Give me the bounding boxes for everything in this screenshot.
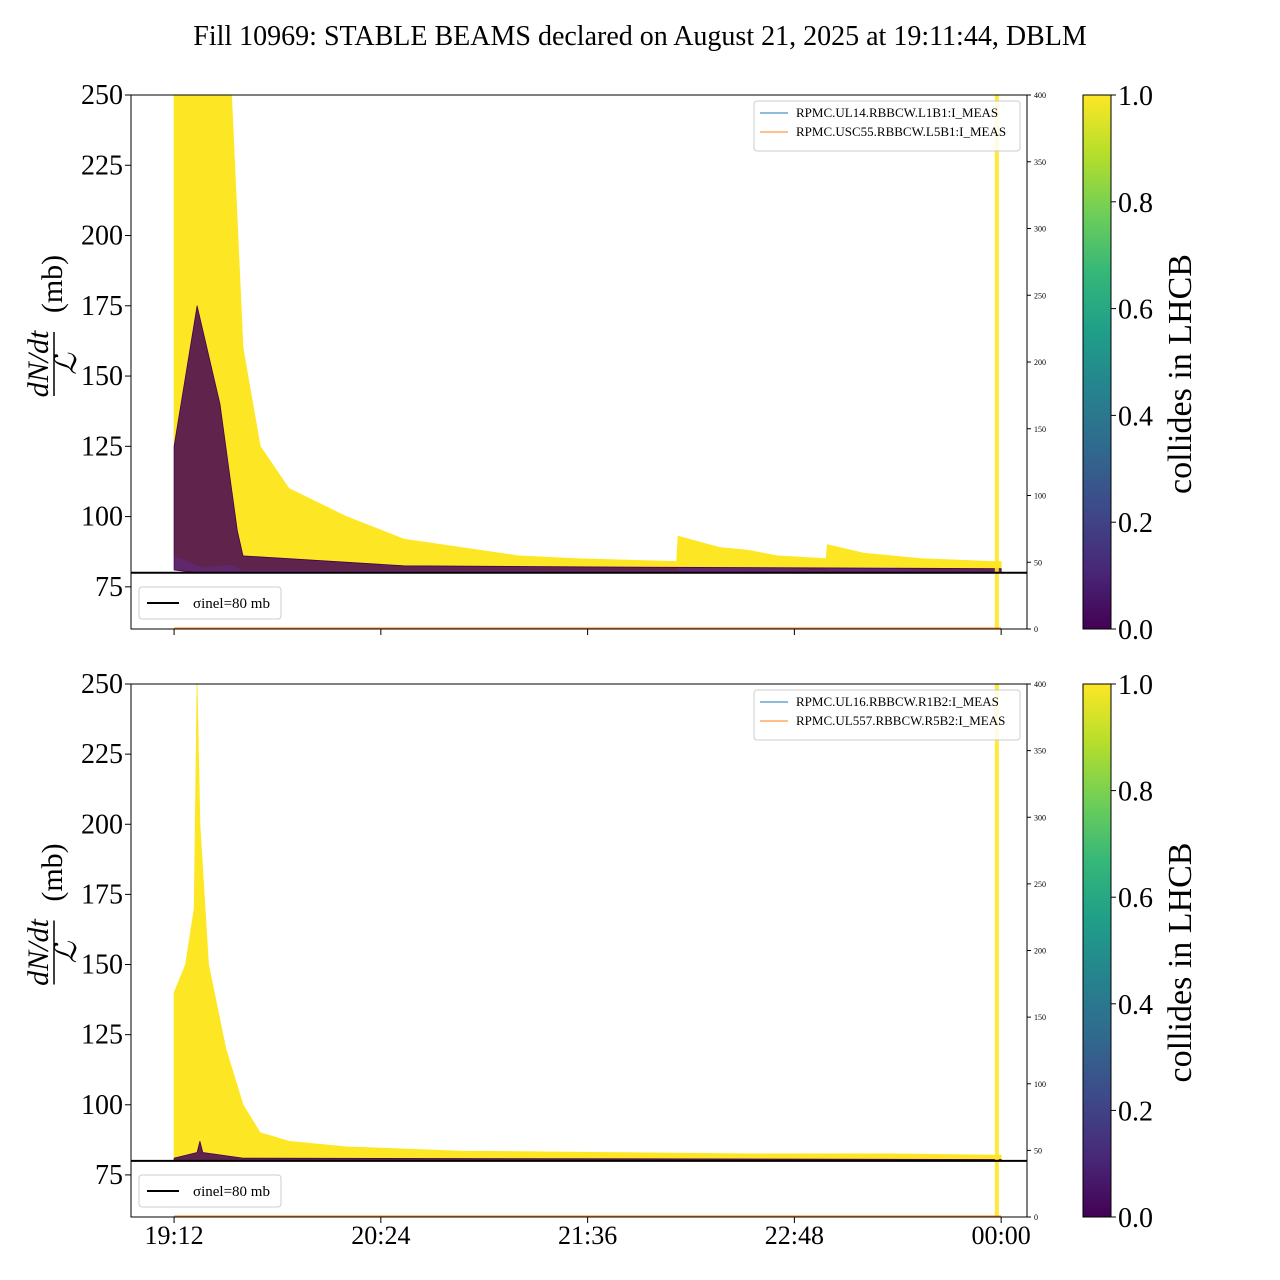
panel-bottom: 75 100 125 150 175 200 225 250 0 50 100 150 200 250 30…	[22, 669, 1199, 1250]
ytick-label: 125	[81, 431, 123, 462]
sigma-legend-label: σinel=80 mb	[193, 1184, 270, 1200]
ytick2-label: 100	[1034, 1080, 1046, 1089]
colorbar-tick-label: 0.2	[1118, 508, 1153, 539]
ytick2-label: 50	[1034, 1146, 1042, 1155]
xtick-label: 19:12	[144, 1221, 203, 1250]
legend-top: RPMC.UL14.RBBCW.L1B1:I_MEAS RPMC.USC55.RB…	[753, 100, 1021, 152]
xtick-label: 21:36	[558, 1221, 617, 1250]
sigma-legend-bottom: σinel=80 mb	[138, 1174, 282, 1208]
legend-box	[753, 689, 1021, 741]
y-axis-label: dN/dtℒ (mb)	[22, 843, 83, 986]
ytick2-label: 400	[1034, 91, 1046, 100]
ytick-label: 200	[81, 221, 123, 252]
legend-entry: RPMC.USC55.RBBCW.L5B1:I_MEAS	[796, 124, 1006, 139]
colorbar-tick-label: 0.6	[1118, 883, 1153, 914]
colorbar-tick-label: 1.0	[1118, 670, 1153, 701]
colorbar-tick-label: 0.0	[1118, 1203, 1153, 1234]
y-label-denominator: ℒ	[50, 940, 83, 963]
ytick2-label: 400	[1034, 680, 1046, 689]
ytick-label: 200	[81, 809, 123, 840]
ytick-label: 75	[95, 1160, 123, 1191]
y-label-numerator: dN/dt	[22, 918, 55, 985]
sigma-legend-box	[138, 1174, 282, 1208]
ytick-label: 100	[81, 1090, 123, 1121]
sigma-legend-top: σinel=80 mb	[138, 586, 282, 620]
colorbar-tick-label: 0.2	[1118, 1096, 1153, 1127]
y-label-unit: (mb)	[36, 255, 69, 313]
y-label-denominator: ℒ	[50, 352, 83, 375]
ytick2-label: 350	[1034, 747, 1046, 756]
ytick-label: 125	[81, 1020, 123, 1051]
colorbar-tick-label: 0.8	[1118, 777, 1153, 808]
ytick2-label: 150	[1034, 425, 1046, 434]
ytick2-label: 100	[1034, 492, 1046, 501]
colorbar-tick-label: 0.6	[1118, 295, 1153, 326]
ytick-label: 100	[81, 502, 123, 533]
plot-area-bottom	[131, 684, 1027, 1217]
figure-title: Fill 10969: STABLE BEAMS declared on Aug…	[193, 21, 1087, 52]
xtick-label: 20:24	[351, 1221, 410, 1250]
colorbar-tick-label: 0.4	[1118, 990, 1153, 1021]
ytick2-label: 300	[1034, 225, 1046, 234]
y-label-numerator: dN/dt	[22, 330, 55, 397]
colorbar-label: collides in LHCB	[1162, 254, 1199, 494]
legend-box	[753, 100, 1021, 152]
ytick-label: 150	[81, 361, 123, 392]
colorbar-tick-label: 1.0	[1118, 81, 1153, 112]
ytick2-label: 200	[1034, 358, 1046, 367]
legend-entry: RPMC.UL557.RBBCW.R5B2:I_MEAS	[796, 713, 1005, 728]
ytick-label: 175	[81, 291, 123, 322]
ytick-label: 225	[81, 150, 123, 181]
colorbar-tick-label: 0.0	[1118, 615, 1153, 646]
legend-bottom: RPMC.UL16.RBBCW.R1B2:I_MEAS RPMC.UL557.RB…	[753, 689, 1021, 741]
ytick-label: 225	[81, 739, 123, 770]
ytick-label: 250	[81, 669, 123, 700]
colorbar-tick-label: 0.8	[1118, 188, 1153, 219]
end-spike	[994, 684, 999, 1217]
ytick-label: 75	[95, 572, 123, 603]
xtick-label: 00:00	[972, 1221, 1031, 1250]
panel-top: 75 100 125 150 175 200 225 250 0 50 100 150 200 250 30…	[22, 80, 1199, 646]
series-band-yellow	[173, 95, 1002, 571]
end-spike	[994, 95, 999, 629]
ytick2-label: 150	[1034, 1013, 1046, 1022]
legend-entry: RPMC.UL16.RBBCW.R1B2:I_MEAS	[796, 694, 999, 709]
ytick-label: 150	[81, 950, 123, 981]
colorbar-tick-label: 0.4	[1118, 401, 1153, 432]
sigma-legend-box	[138, 586, 282, 620]
colorbar-top	[1082, 94, 1112, 630]
legend-entry: RPMC.UL14.RBBCW.L1B1:I_MEAS	[796, 105, 998, 120]
ytick-label: 250	[81, 80, 123, 111]
ytick2-label: 0	[1034, 625, 1038, 634]
ytick2-label: 250	[1034, 291, 1046, 300]
plot-area-top	[131, 95, 1027, 629]
y-axis-label: dN/dtℒ (mb)	[22, 255, 83, 398]
ytick2-label: 300	[1034, 813, 1046, 822]
ytick2-label: 200	[1034, 947, 1046, 956]
xtick-label: 22:48	[765, 1221, 824, 1250]
ytick-label: 175	[81, 879, 123, 910]
series-band-yellow	[173, 684, 1002, 1162]
colorbar-label: collides in LHCB	[1162, 843, 1199, 1083]
ytick2-label: 250	[1034, 880, 1046, 889]
ytick2-label: 50	[1034, 558, 1042, 567]
colorbar-bottom	[1082, 683, 1112, 1218]
ytick2-label: 350	[1034, 158, 1046, 167]
y-label-unit: (mb)	[36, 843, 69, 901]
sigma-legend-label: σinel=80 mb	[193, 596, 270, 612]
ytick2-label: 0	[1034, 1213, 1038, 1222]
